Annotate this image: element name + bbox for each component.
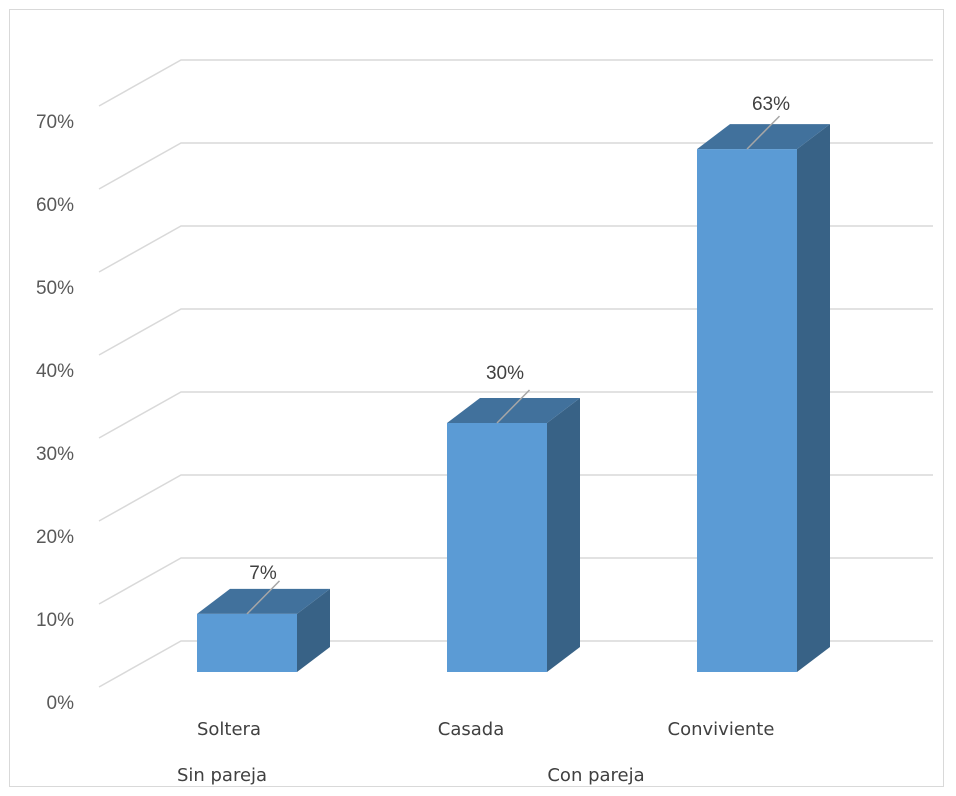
- data-label-conviviente: 63%: [752, 94, 790, 115]
- y-tick-label: 20%: [36, 527, 74, 548]
- bar-front: [447, 423, 547, 672]
- leader-line: [746, 115, 781, 150]
- bar-front: [197, 613, 297, 672]
- x-category-label: Conviviente: [668, 719, 775, 740]
- y-tick-label: 50%: [36, 278, 74, 299]
- bar-side: [297, 588, 330, 672]
- x-group-label: Sin pareja: [177, 765, 267, 786]
- bar-top: [447, 398, 580, 423]
- bar-casada: [447, 389, 580, 672]
- y-tick-label: 0%: [47, 693, 75, 714]
- gridline: [98, 225, 933, 273]
- gridline: [98, 308, 933, 356]
- bar-side: [797, 124, 830, 673]
- data-label-casada: 30%: [486, 363, 524, 384]
- leader-line: [496, 389, 531, 424]
- gridline: [98, 59, 933, 107]
- gridline: [98, 474, 933, 522]
- bar-top: [197, 588, 330, 614]
- bar-top: [697, 124, 830, 150]
- data-labels: 7% 30% 63%: [249, 94, 790, 584]
- y-tick-label: 60%: [36, 195, 74, 216]
- bar-front: [697, 149, 797, 673]
- y-axis: 0% 10% 20% 30% 40% 50% 60% 70%: [36, 112, 74, 714]
- x-category-label: Soltera: [197, 719, 261, 740]
- x-category-label: Casada: [438, 719, 504, 740]
- bar-conviviente: [697, 115, 830, 673]
- gridline: [98, 557, 933, 605]
- x-group-label: Con pareja: [547, 765, 644, 786]
- gridlines: [98, 59, 933, 688]
- bar-soltera: [197, 580, 330, 672]
- gridline: [98, 640, 933, 688]
- y-tick-label: 30%: [36, 444, 74, 465]
- gridline: [98, 142, 933, 190]
- gridline: [98, 391, 933, 439]
- y-tick-label: 70%: [36, 112, 74, 133]
- y-tick-label: 10%: [36, 610, 74, 631]
- data-label-soltera: 7%: [249, 563, 277, 584]
- bar-side: [547, 398, 580, 672]
- x-axis: Soltera Casada Conviviente Sin pareja Co…: [177, 719, 775, 786]
- leader-line: [246, 580, 281, 615]
- bars: [197, 115, 830, 673]
- y-tick-label: 40%: [36, 361, 74, 382]
